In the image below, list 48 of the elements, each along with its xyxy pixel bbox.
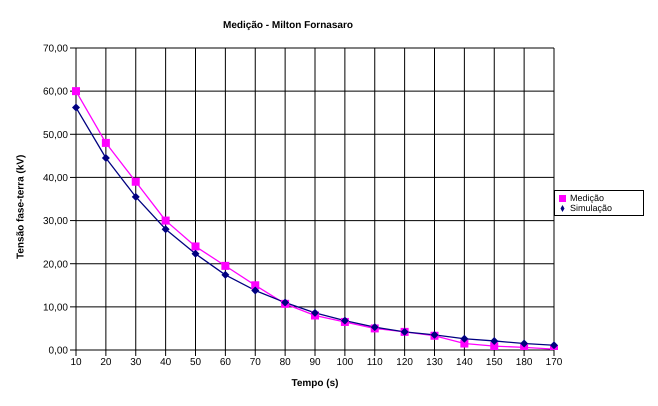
point	[192, 242, 200, 250]
y-tick-label: 10,00	[42, 302, 68, 314]
y-tick-label: 70,00	[42, 44, 68, 55]
point	[132, 192, 140, 201]
x-tick-label: 120	[396, 357, 414, 368]
x-tick-label: 170	[546, 357, 563, 368]
y-axis-title: Tensão fase-terra (kV)	[16, 154, 27, 259]
x-tick-label: 30	[130, 357, 142, 368]
point	[162, 225, 170, 234]
x-tick-label: 140	[456, 357, 474, 368]
x-tick-label: 70	[250, 357, 262, 368]
point	[520, 340, 528, 348]
point	[192, 250, 200, 258]
legend-label: Simulação	[570, 203, 612, 213]
y-tick-label: 30,00	[42, 216, 68, 228]
x-tick-label: 50	[190, 357, 202, 368]
point	[550, 341, 558, 350]
point	[460, 334, 468, 343]
x-tick-label: 10	[70, 357, 82, 368]
x-tick-label: 40	[160, 357, 172, 368]
x-tick-label: 110	[366, 357, 384, 368]
point	[132, 178, 140, 186]
x-tick-label: 60	[220, 357, 232, 368]
y-tick-label: 0,00	[48, 346, 68, 357]
x-axis-title: Tempo (s)	[291, 378, 339, 389]
x-tick-label: 130	[426, 357, 444, 368]
x-tick-label: 20	[100, 357, 112, 368]
point	[311, 308, 319, 317]
y-tick-label: 20,00	[42, 259, 68, 270]
legend-label: Medição	[570, 193, 604, 203]
x-tick-label: 80	[280, 357, 292, 368]
y-tick-label: 60,00	[42, 86, 68, 98]
x-tick-label: 180	[516, 357, 533, 368]
point	[221, 262, 230, 270]
point	[162, 216, 170, 225]
point	[102, 138, 110, 147]
point	[251, 286, 260, 294]
point	[221, 270, 230, 279]
x-tick-label: 150	[486, 357, 504, 368]
chart-title: Medição - Milton Fornasaro	[222, 20, 354, 31]
point	[72, 104, 80, 112]
point	[102, 154, 110, 162]
point	[490, 336, 498, 345]
x-tick-label: 100	[336, 357, 354, 368]
y-tick-label: 50,00	[42, 130, 68, 141]
y-tick-label: 40,00	[42, 172, 68, 184]
point	[72, 87, 80, 96]
x-tick-label: 90	[309, 357, 321, 368]
